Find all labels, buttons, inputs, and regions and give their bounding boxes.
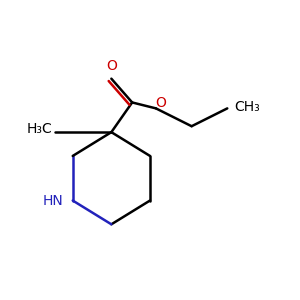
Text: O: O — [155, 96, 166, 110]
Text: H₃C: H₃C — [26, 122, 52, 136]
Text: O: O — [106, 59, 117, 73]
Text: CH₃: CH₃ — [235, 100, 260, 114]
Text: HN: HN — [43, 194, 64, 208]
